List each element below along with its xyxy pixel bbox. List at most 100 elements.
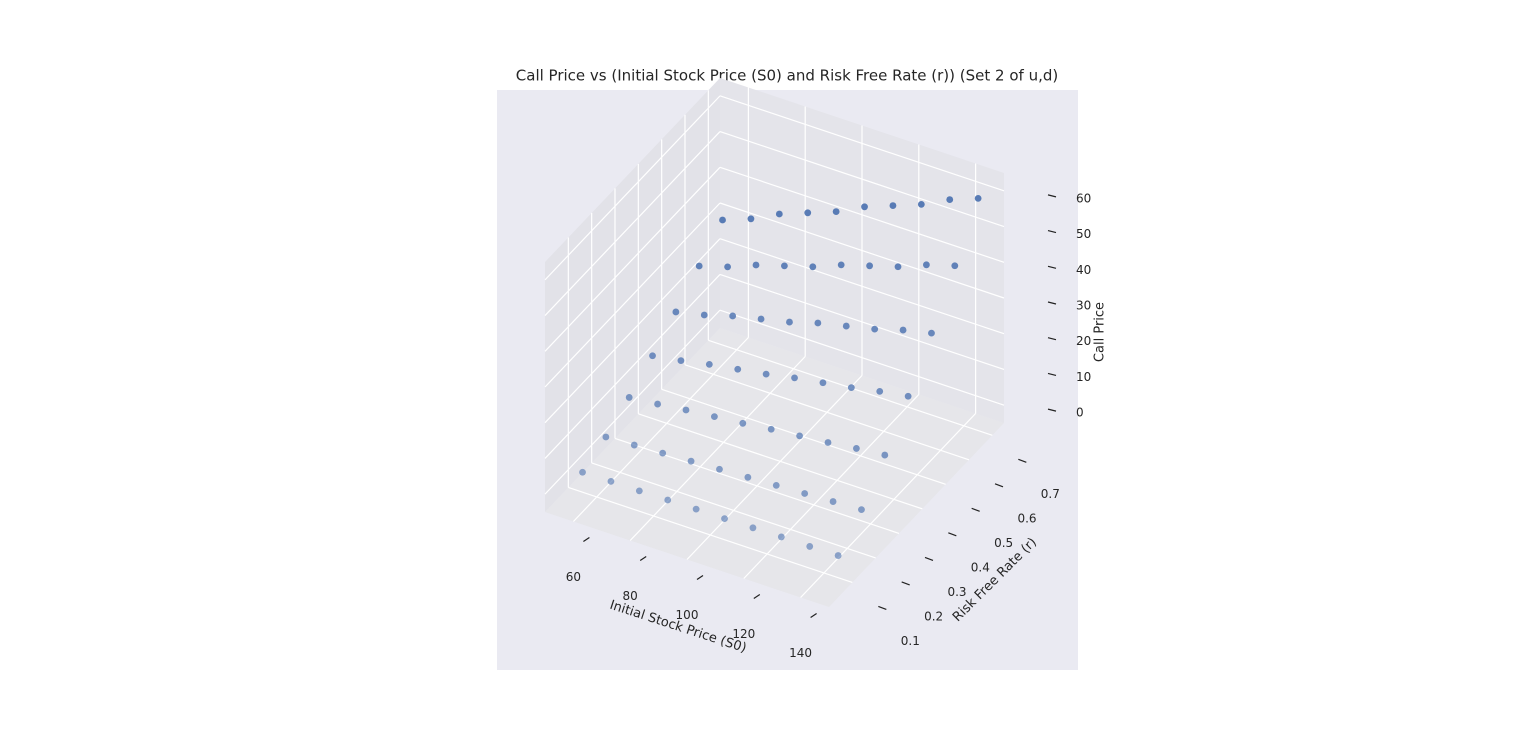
grid-line (591, 462, 876, 559)
y-tick-label: 0.6 (1017, 511, 1036, 525)
grid-line (719, 95, 1005, 192)
tick-mark (1047, 337, 1057, 341)
point (757, 315, 765, 323)
tick-mark (639, 556, 647, 561)
point (858, 506, 865, 514)
x-tick-label: 120 (732, 627, 755, 641)
point (871, 325, 879, 333)
point (837, 261, 845, 269)
grid-line (719, 131, 1005, 228)
grid-line (629, 356, 806, 541)
point (853, 445, 860, 452)
point (747, 215, 755, 223)
point (762, 370, 770, 378)
grid-line (544, 202, 721, 388)
point (700, 311, 708, 319)
point (602, 433, 610, 441)
point (829, 498, 837, 505)
grid-line (719, 273, 1005, 370)
chart-title: Call Price vs (Initial Stock Price (S0) … (516, 67, 1058, 85)
point (659, 449, 667, 457)
z-tick-label: 0 (1076, 406, 1084, 420)
y-tick-label: 0.3 (947, 585, 966, 599)
point (847, 384, 855, 392)
point (899, 326, 907, 334)
point (739, 419, 747, 427)
grid-line (686, 375, 863, 560)
grid-line (661, 388, 946, 485)
tick-mark (1047, 194, 1057, 198)
point (806, 543, 814, 550)
grid-line (568, 486, 853, 584)
point (928, 329, 935, 337)
point (630, 441, 638, 449)
tick-mark (1047, 265, 1057, 269)
grid-line (719, 166, 1005, 263)
grid-line (719, 309, 1005, 406)
tick-mark (753, 594, 761, 599)
z-axis-label: Call Price (1093, 302, 1108, 362)
tick-mark (924, 556, 934, 561)
point (729, 312, 737, 320)
point (781, 262, 788, 270)
tick-mark (994, 483, 1004, 488)
point (832, 208, 840, 215)
point (819, 379, 827, 387)
grid-line (544, 166, 721, 352)
x-tick-label: 80 (623, 589, 638, 603)
point (692, 505, 700, 513)
tick-mark (1047, 301, 1057, 305)
y-tick-label: 0.7 (1041, 487, 1060, 501)
point (866, 262, 873, 270)
point (682, 406, 690, 414)
point (772, 481, 780, 489)
grid-line (544, 309, 721, 495)
point (625, 394, 633, 401)
point (607, 477, 615, 485)
point (814, 319, 822, 327)
grid-line (544, 95, 721, 281)
grid-line (743, 394, 920, 579)
point (946, 196, 954, 203)
z-tick-label: 20 (1076, 334, 1091, 348)
point (974, 194, 982, 202)
y-tick-label: 0.2 (924, 609, 943, 623)
x-tick-label: 100 (676, 608, 699, 622)
point (635, 487, 643, 495)
tick-mark (948, 532, 957, 537)
point (894, 263, 902, 271)
plot: 60 80 100 120 140 0.1 0.2 0.3 0.4 0.5 0.6 0.7 0 10 20 3… (544, 78, 1108, 660)
point (672, 308, 680, 316)
y-tick-label: 0.5 (994, 536, 1013, 550)
point (752, 261, 760, 269)
point (824, 439, 832, 446)
point (711, 413, 718, 421)
point (654, 400, 661, 408)
point (834, 552, 842, 559)
grid-line (638, 413, 923, 510)
point (923, 261, 930, 269)
tick-mark (810, 613, 817, 618)
tick-mark (1047, 372, 1057, 377)
point (677, 357, 685, 365)
tick-mark (1047, 229, 1057, 234)
grid-line (800, 413, 977, 598)
point (705, 361, 713, 368)
grid-line (544, 131, 721, 316)
point (861, 203, 868, 211)
point (664, 496, 672, 504)
point (721, 515, 728, 523)
z-tick-label: 30 (1076, 299, 1091, 313)
grid-line (544, 238, 721, 424)
point (744, 473, 752, 481)
tick-mark (878, 605, 887, 611)
point (801, 490, 809, 497)
point (791, 374, 798, 382)
tick-mark (696, 575, 704, 580)
point (904, 392, 912, 400)
point (716, 465, 723, 473)
z-tick-label: 10 (1076, 370, 1091, 384)
point (951, 262, 959, 270)
tick-mark (583, 537, 590, 542)
point (786, 318, 793, 326)
